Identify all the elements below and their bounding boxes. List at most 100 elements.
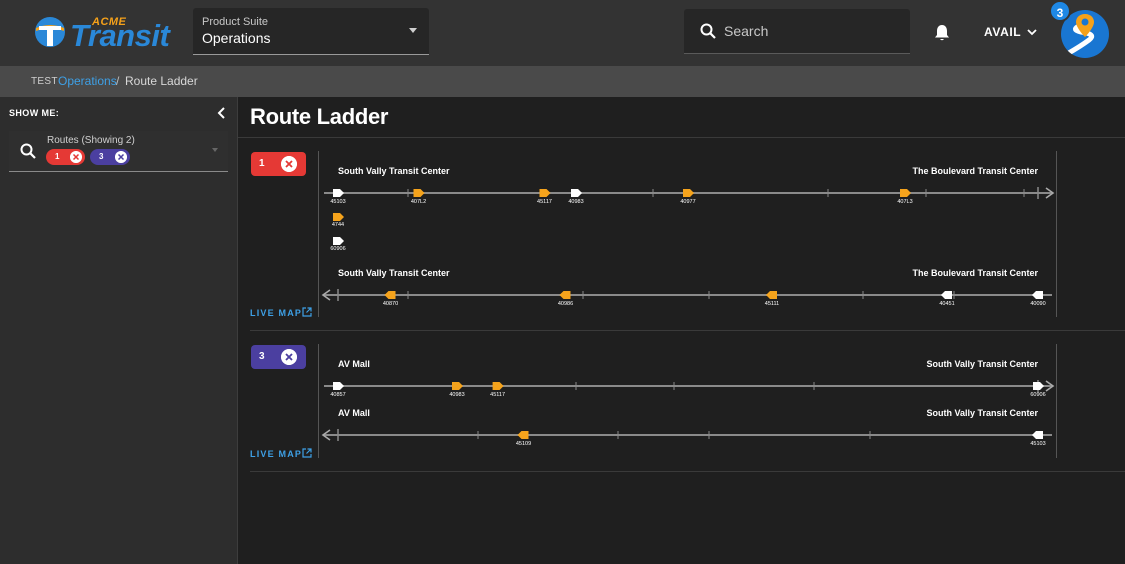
- breadcrumb-current: Route Ladder: [125, 74, 198, 88]
- breadcrumb-operations-link[interactable]: Operations: [58, 74, 117, 88]
- product-suite-select[interactable]: Product Suite Operations: [193, 8, 429, 55]
- vehicle-id-label: 60906: [1030, 392, 1046, 398]
- route-ladder-panel: Route Ladder 1 LIVE MAP 3 LIVE MAP: [238, 97, 1125, 564]
- vehicle-marker-45111[interactable]: [766, 291, 777, 299]
- direction-arrow-icon: [321, 289, 331, 301]
- vehicle-marker-40983[interactable]: [452, 382, 463, 390]
- vehicle-marker-40983[interactable]: [571, 189, 582, 197]
- page-title: Route Ladder: [250, 104, 389, 129]
- vehicle-id-label: 60906: [330, 246, 346, 252]
- divider: [250, 471, 1125, 472]
- vehicle-id-label: 40090: [1030, 301, 1046, 307]
- vehicle-id-label: 40986: [557, 301, 574, 307]
- route-1-chip[interactable]: 1: [251, 152, 306, 176]
- layover-vehicle-marker-4744[interactable]: [333, 213, 344, 221]
- ladder-border-left: [318, 151, 319, 317]
- divider: [250, 330, 1125, 331]
- vehicle-marker-45117[interactable]: [539, 189, 551, 197]
- top-bar: ACME Transit Product Suite Operations AV…: [0, 0, 1125, 66]
- vehicle-id-label: 40983: [568, 199, 584, 205]
- external-link-icon: [302, 307, 312, 317]
- origin-stop-label: AV Mall: [338, 408, 370, 418]
- search-icon: [20, 143, 36, 159]
- vehicle-id-label: 4744: [331, 222, 345, 228]
- breadcrumb: TEST Operations / Route Ladder: [0, 66, 1125, 97]
- layover-vehicle-marker-60906[interactable]: [333, 237, 344, 245]
- route-3-chip[interactable]: 3: [251, 345, 306, 369]
- live-map-link-route-1[interactable]: LIVE MAP: [250, 307, 312, 318]
- map-pin-road-icon: [1065, 14, 1095, 57]
- remove-chip-icon[interactable]: [70, 151, 82, 163]
- external-link-icon: [302, 448, 312, 458]
- breadcrumb-separator: /: [116, 74, 120, 88]
- vehicle-marker-407L3[interactable]: [900, 189, 911, 197]
- vehicle-marker-45117[interactable]: [492, 382, 504, 390]
- environment-label: TEST: [31, 76, 58, 87]
- live-map-link-route-3[interactable]: LIVE MAP: [250, 448, 312, 459]
- vehicle-id-label: 40870: [382, 301, 399, 307]
- search-box[interactable]: [684, 9, 910, 54]
- caret-down-icon: [409, 28, 417, 33]
- vehicle-id-label: 40977: [680, 199, 696, 205]
- remove-chip-icon[interactable]: [115, 151, 127, 163]
- vehicle-marker-40451[interactable]: [941, 291, 952, 299]
- destination-stop-label: South Vally Transit Center: [926, 359, 1038, 369]
- collapse-sidebar-icon[interactable]: [216, 107, 228, 119]
- vehicle-id-label: 45109: [515, 441, 532, 447]
- destination-stop-label: South Vally Transit Center: [926, 408, 1038, 418]
- vehicle-id-label: 40857: [330, 392, 346, 398]
- remove-route-icon[interactable]: [281, 156, 297, 172]
- search-input[interactable]: [724, 21, 894, 41]
- vehicle-marker-60906[interactable]: [1033, 382, 1044, 390]
- vehicle-marker-40986[interactable]: [559, 291, 571, 299]
- chip-label: 3: [99, 152, 104, 161]
- chevron-down-icon[interactable]: [1027, 28, 1037, 36]
- vehicle-marker-407L2[interactable]: [413, 189, 425, 197]
- caret-down-icon[interactable]: [212, 148, 218, 152]
- route-number: 3: [259, 351, 265, 362]
- product-suite-label: Product Suite: [202, 16, 269, 28]
- ladder-border-left: [318, 344, 319, 458]
- ladder-border-right: [1056, 151, 1057, 317]
- direction-arrow-icon: [1045, 187, 1055, 199]
- destination-stop-label: The Boulevard Transit Center: [912, 166, 1038, 176]
- vehicle-id-label: 40451: [939, 301, 955, 307]
- notifications-bell-icon[interactable]: [934, 24, 950, 42]
- vehicle-id-label: 45103: [330, 199, 346, 205]
- app-avatar[interactable]: [1061, 10, 1109, 58]
- vehicle-marker-40870[interactable]: [384, 291, 396, 299]
- route-3-filter-chip[interactable]: 3: [90, 149, 130, 165]
- logo-acme-text: ACME: [92, 16, 127, 28]
- routes-filter-field[interactable]: Routes (Showing 2) 1 3: [9, 131, 228, 172]
- logo-transit-text: Transit: [70, 18, 170, 53]
- vehicle-marker-40090[interactable]: [1032, 291, 1043, 299]
- notification-count-badge: 3: [1049, 0, 1071, 22]
- divider: [238, 137, 1125, 138]
- transit-logo-icon: [35, 17, 65, 47]
- vehicle-marker-40977[interactable]: [683, 189, 694, 197]
- vehicle-marker-45109[interactable]: [517, 431, 529, 439]
- vehicle-id-label: 407L2: [410, 199, 427, 205]
- vehicle-marker-45103[interactable]: [1032, 431, 1043, 439]
- origin-stop-label: AV Mall: [338, 359, 370, 369]
- route-number: 1: [259, 158, 265, 169]
- vehicle-id-label: 407L3: [897, 199, 913, 205]
- vehicle-id-label: 45117: [537, 199, 552, 205]
- routes-filter-label: Routes (Showing 2): [47, 135, 135, 146]
- route-ladder-svg: [321, 187, 1055, 441]
- direction-arrow-icon: [1045, 380, 1055, 392]
- ladder-border-right: [1056, 344, 1057, 458]
- remove-route-icon[interactable]: [281, 349, 297, 365]
- origin-stop-label: South Vally Transit Center: [338, 268, 450, 278]
- vehicle-marker-40857[interactable]: [333, 382, 344, 390]
- route-1-filter-chip[interactable]: 1: [46, 149, 85, 165]
- destination-stop-label: The Boulevard Transit Center: [912, 268, 1038, 278]
- vehicle-marker-45103[interactable]: [333, 189, 344, 197]
- user-menu-label[interactable]: AVAIL: [984, 25, 1022, 39]
- product-suite-value: Operations: [202, 30, 271, 46]
- direction-arrow-icon: [321, 429, 331, 441]
- acme-transit-logo[interactable]: ACME Transit: [34, 12, 174, 54]
- show-me-heading: SHOW ME:: [9, 108, 60, 118]
- search-icon: [700, 23, 716, 39]
- vehicle-id-label: 40983: [449, 392, 465, 398]
